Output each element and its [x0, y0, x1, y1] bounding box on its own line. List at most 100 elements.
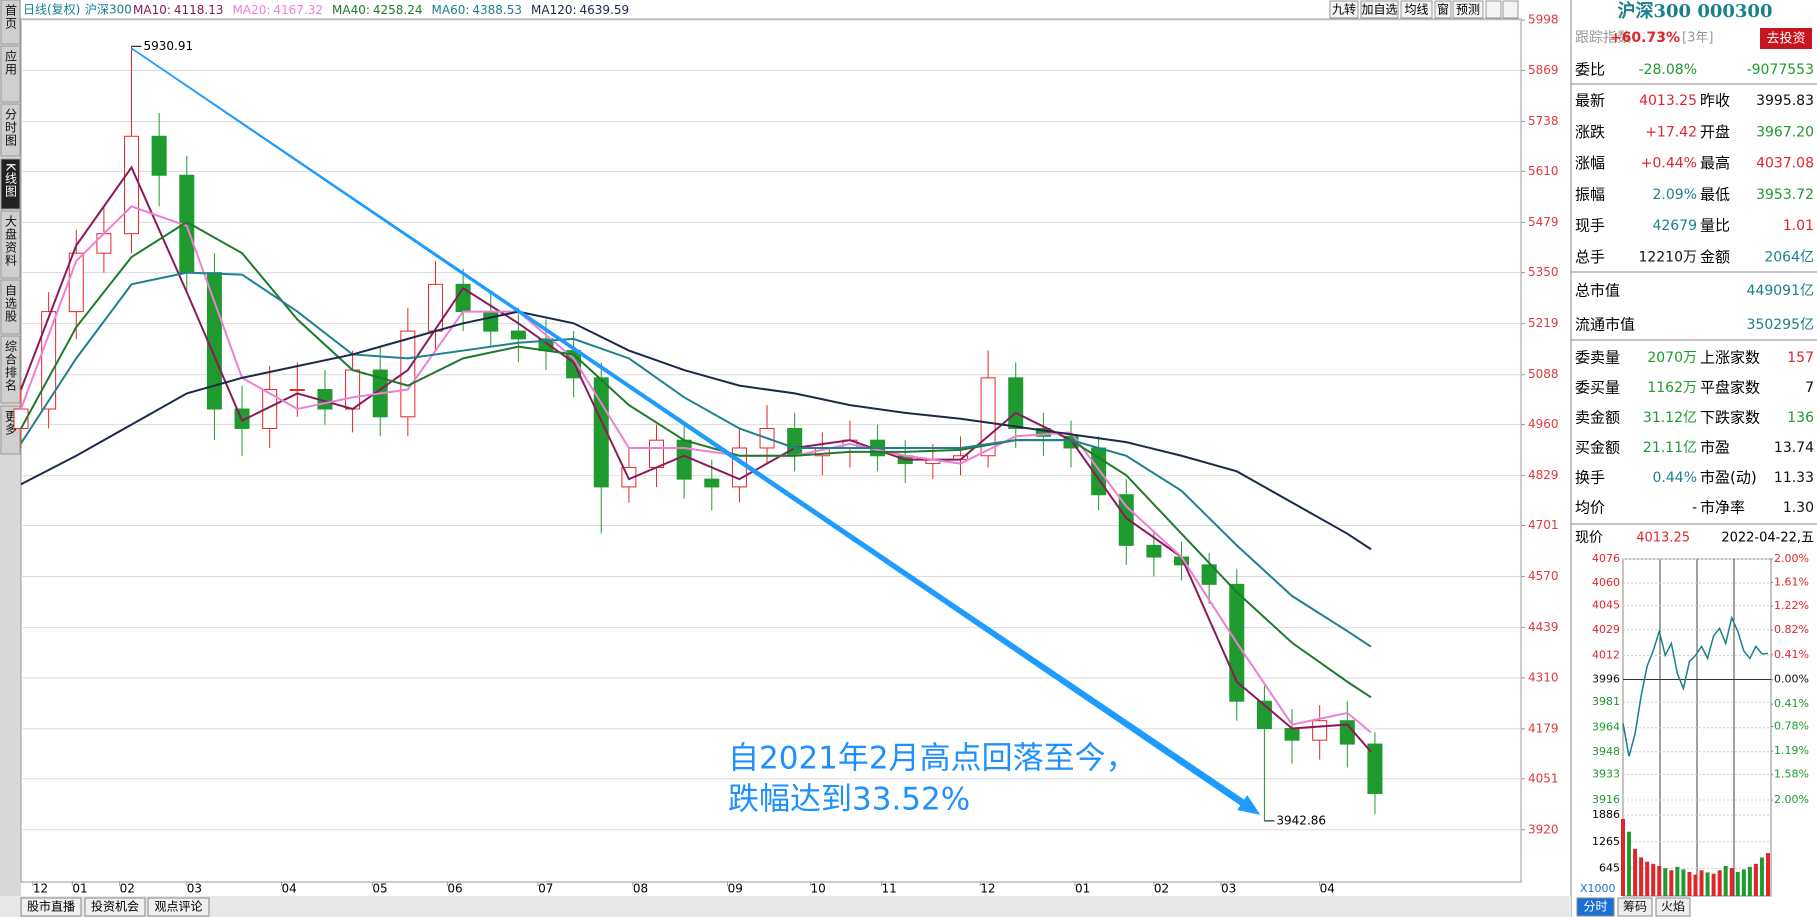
- annotation: 自2021年2月高点回落至今，: [728, 741, 1137, 777]
- mini-y2-tick-label: 0.82%: [1774, 623, 1809, 636]
- side-tab[interactable]: [0, 0, 21, 45]
- volume-bar: [1681, 869, 1686, 896]
- panel-tab-label[interactable]: 火焰: [1661, 899, 1685, 914]
- side-tab-label[interactable]: 应用: [4, 49, 18, 76]
- y-tick-label: 5738: [1528, 114, 1559, 128]
- side-tab[interactable]: [0, 335, 21, 404]
- toolbar-button[interactable]: [1329, 0, 1359, 19]
- panel-tab-label[interactable]: 分时: [1583, 900, 1607, 914]
- x-tick-label: 01: [72, 882, 87, 896]
- bottom-tab-label[interactable]: 股市直播: [27, 899, 75, 914]
- quote-value: 1162万: [1647, 380, 1697, 396]
- quote-label: 卖金额: [1575, 409, 1620, 427]
- candle-body: [510, 330, 526, 340]
- quote-value: 3995.83: [1756, 93, 1814, 109]
- volume-bar: [1717, 870, 1722, 896]
- side-tab[interactable]: [0, 210, 21, 279]
- volume-unit: X1000: [1580, 882, 1616, 895]
- x-tick-label: 04: [282, 882, 297, 896]
- toolbar-icon[interactable]: [1502, 0, 1519, 19]
- candle-body: [1118, 494, 1134, 546]
- volume-bar: [1711, 873, 1716, 896]
- invest-button[interactable]: [1760, 28, 1812, 49]
- volume-bar: [1735, 872, 1740, 896]
- volume-bar: [1669, 870, 1674, 896]
- track-label: 跟踪指数: [1575, 30, 1631, 46]
- quote-value: 3967.20: [1756, 124, 1814, 140]
- side-tab[interactable]: [0, 158, 21, 210]
- invest-button-label[interactable]: 去投资: [1766, 31, 1805, 47]
- side-tab-label[interactable]: 分时图: [4, 108, 18, 147]
- quote-value: -: [1692, 500, 1697, 516]
- mini-y2-tick-label: 0.41%: [1774, 648, 1809, 661]
- volume-bar: [1657, 866, 1662, 896]
- mini-y-tick-label: 3964: [1592, 721, 1620, 734]
- x-tick-label: 08: [633, 882, 648, 896]
- quote-value: 4037.08: [1756, 156, 1814, 172]
- side-tab[interactable]: [0, 45, 21, 103]
- mini-y2-tick-label: 1.22%: [1774, 599, 1809, 612]
- volume-bar: [1639, 857, 1644, 896]
- peak-label: 5930.91: [144, 39, 194, 53]
- toolbar-label[interactable]: 窗: [1437, 3, 1449, 17]
- now-date: 2022-04-22,五: [1721, 531, 1814, 546]
- x-tick-label: 12: [33, 882, 48, 896]
- side-tab-label[interactable]: 综合排名: [4, 340, 18, 392]
- y-tick-label: 5610: [1528, 164, 1559, 178]
- side-tab[interactable]: [0, 279, 21, 335]
- ratio-diff: -9077553: [1747, 62, 1814, 78]
- legend-value: 4167.32: [273, 3, 323, 17]
- panel-tab-label[interactable]: 筹码: [1623, 900, 1647, 914]
- toolbar-button[interactable]: [1452, 0, 1484, 19]
- side-tab-label[interactable]: K线图: [4, 163, 18, 198]
- bottom-tab[interactable]: [147, 897, 210, 917]
- toolbar-icon[interactable]: [1485, 0, 1502, 19]
- quote-value: 0.44%: [1653, 470, 1697, 486]
- volume-bar: [1723, 866, 1728, 896]
- bottom-tab-label[interactable]: 投资机会: [91, 899, 139, 914]
- side-tab-label[interactable]: 大盘资料: [4, 215, 18, 267]
- x-tick-label: 09: [728, 882, 743, 896]
- side-tab-label[interactable]: 首页: [4, 4, 18, 30]
- toolbar-button[interactable]: [1360, 0, 1399, 19]
- quote-label: 平盘家数: [1700, 379, 1760, 397]
- volume-bar: [1753, 863, 1758, 896]
- candle-body: [483, 311, 499, 332]
- bottom-tab-label[interactable]: 观点评论: [154, 900, 202, 914]
- quote-value: 2070万: [1647, 350, 1697, 366]
- toolbar-button[interactable]: [1434, 0, 1452, 19]
- bottom-tab[interactable]: [84, 897, 146, 917]
- toolbar-label[interactable]: 九转: [1332, 2, 1356, 17]
- mini-y-tick-label: 4076: [1592, 552, 1620, 565]
- quote-value: 157: [1787, 350, 1814, 366]
- quote-value: 13.74: [1774, 440, 1814, 456]
- mini-y-tick-label: 3916: [1592, 793, 1620, 806]
- x-tick-label: 03: [187, 882, 202, 896]
- period-label: 日线(复权): [23, 3, 80, 17]
- candle-body: [649, 439, 665, 468]
- volume-tick-label: 1265: [1592, 835, 1620, 848]
- toolbar-label[interactable]: 预测: [1456, 3, 1480, 17]
- panel-tab[interactable]: [1655, 897, 1691, 917]
- legend-entry: MA60: 4388.53: [432, 3, 523, 17]
- panel-tab[interactable]: [1576, 897, 1615, 917]
- quote-value: 1.30: [1783, 500, 1814, 516]
- candle-body: [676, 439, 692, 480]
- toolbar-label[interactable]: 均线: [1404, 3, 1428, 17]
- x-tick-label: 06: [447, 882, 462, 896]
- volume-bar: [1699, 870, 1704, 896]
- panel-tab[interactable]: [1617, 897, 1653, 917]
- volume-tick-label: 645: [1599, 861, 1620, 874]
- quote-value: 31.12亿: [1643, 410, 1697, 426]
- quote-label: 委卖量: [1575, 349, 1620, 367]
- bottom-tab[interactable]: [20, 897, 82, 917]
- trend-arrow: [131, 47, 1261, 815]
- ratio-label: 委比: [1575, 61, 1605, 79]
- side-tab-label[interactable]: 自选股: [4, 284, 18, 323]
- quote-label: 涨跌: [1575, 123, 1605, 141]
- toolbar-label[interactable]: 加自选: [1361, 3, 1397, 17]
- toolbar-button[interactable]: [1400, 0, 1433, 19]
- quote-label: 均价: [1575, 499, 1605, 517]
- side-tab[interactable]: [0, 103, 21, 157]
